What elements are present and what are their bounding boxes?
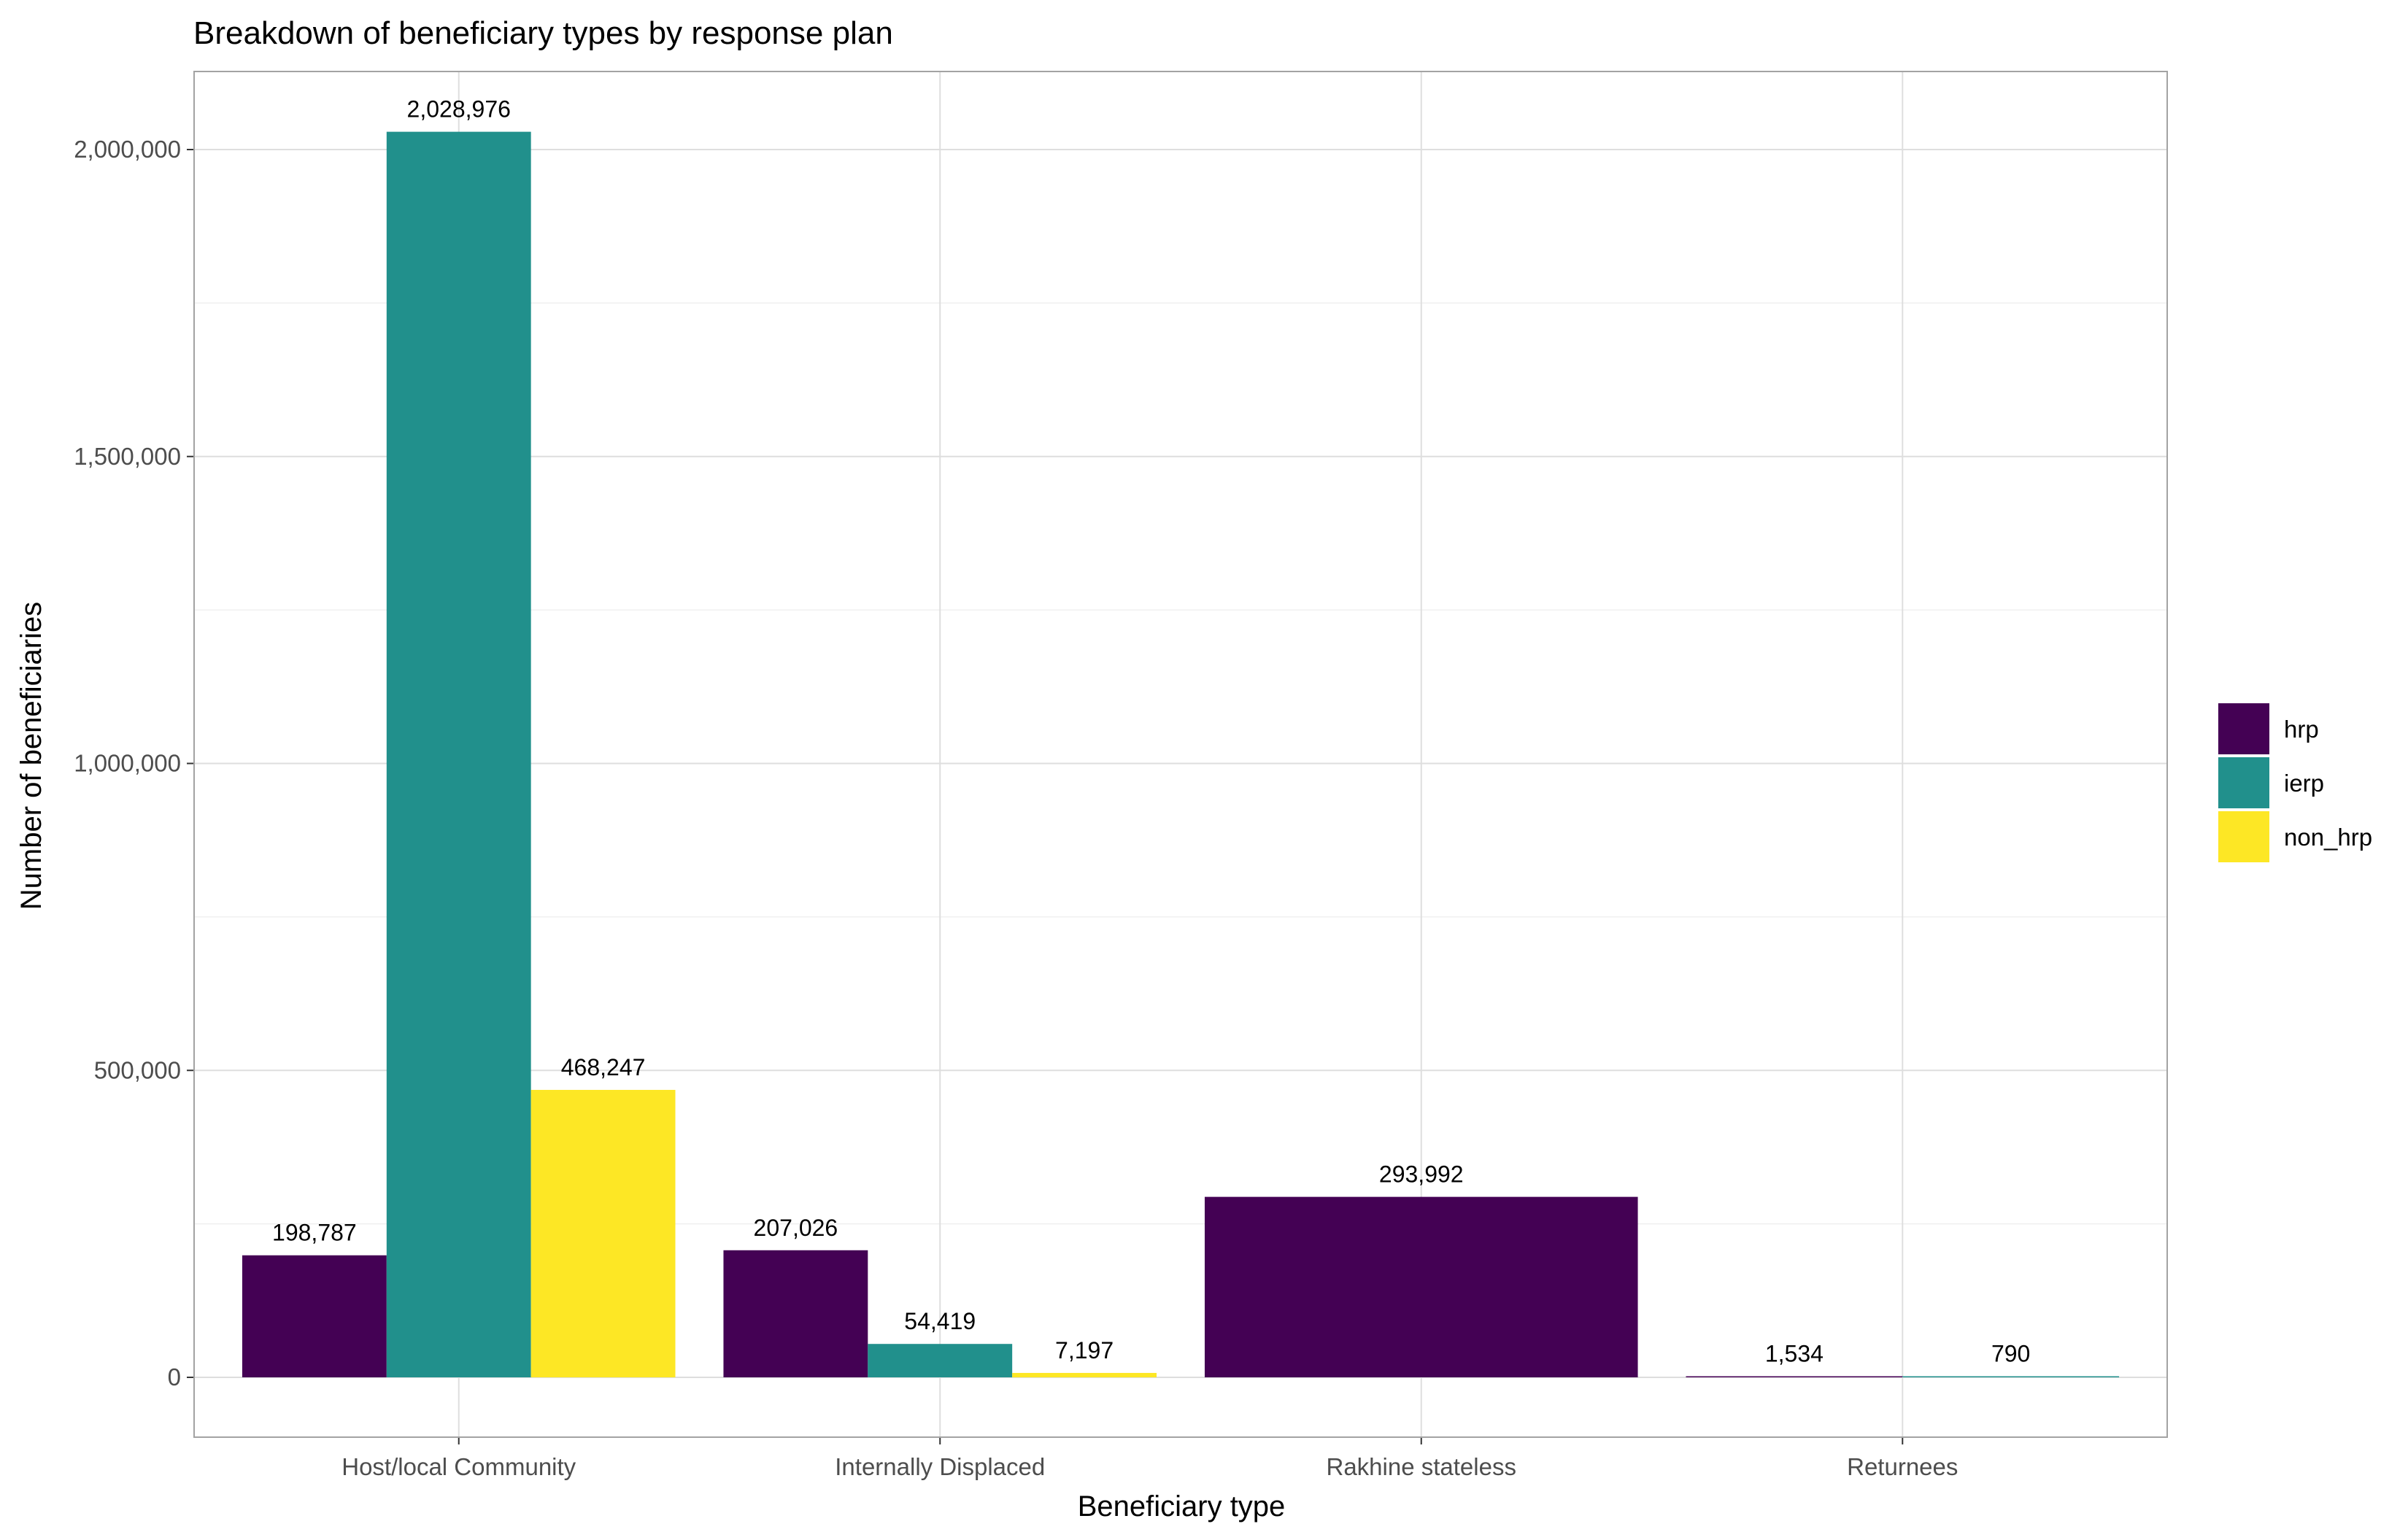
y-tick-label: 500,000: [94, 1056, 181, 1083]
bar-value-label: 7,197: [1055, 1337, 1114, 1363]
bar-hrp: [723, 1250, 868, 1377]
y-axis-title: Number of beneficiaries: [15, 602, 47, 910]
y-tick-label: 0: [168, 1363, 181, 1390]
bar-hrp: [1204, 1196, 1638, 1377]
legend-label: hrp: [2284, 716, 2319, 743]
y-axis-tick-labels: 0 500,000 1,000,000 1,500,000 2,000,000: [74, 136, 194, 1390]
bar-ierp: [868, 1344, 1013, 1377]
bar-non_hrp: [1012, 1372, 1157, 1377]
chart-title: Breakdown of beneficiary types by respon…: [193, 15, 893, 51]
y-tick-label: 1,000,000: [74, 750, 181, 777]
bar-value-label: 293,992: [1379, 1161, 1464, 1188]
x-tick-label: Returnees: [1847, 1453, 1958, 1480]
bar-hrp: [242, 1255, 387, 1377]
x-tick-label: Host/local Community: [341, 1453, 576, 1480]
panel-border: [193, 71, 2168, 1438]
legend-label: non_hrp: [2284, 824, 2372, 851]
y-tick-label: 1,500,000: [74, 443, 181, 470]
bar-non_hrp: [530, 1089, 676, 1377]
legend-key-ierp: [2218, 757, 2269, 808]
bar-value-label: 198,787: [272, 1220, 357, 1246]
bar-value-label: 1,534: [1765, 1341, 1824, 1367]
x-tick-label: Rakhine stateless: [1327, 1453, 1516, 1480]
bar-ierp: [1902, 1376, 2120, 1377]
y-tick-label: 2,000,000: [74, 136, 181, 163]
x-axis-tick-labels: Host/local Community Internally Displaced…: [341, 1437, 1958, 1480]
legend-key-non_hrp: [2218, 811, 2269, 862]
bars: 198,787 2,028,976 468,247 207,026 54,419 7,19…: [242, 96, 2120, 1377]
bar-value-label: 54,419: [904, 1308, 976, 1334]
bar-value-label: 468,247: [561, 1054, 646, 1080]
bar-value-label: 2,028,976: [407, 96, 511, 123]
legend: hrp ierp non_hrp: [2218, 703, 2372, 862]
x-axis-title: Beneficiary type: [1078, 1490, 1286, 1523]
bar-hrp: [1686, 1376, 1903, 1377]
bar-ierp: [386, 131, 531, 1377]
legend-key-hrp: [2218, 703, 2269, 754]
bar-value-label: 207,026: [754, 1215, 838, 1241]
bar-value-label: 790: [1991, 1341, 2030, 1367]
x-tick-label: Internally Displaced: [835, 1453, 1045, 1480]
legend-label: ierp: [2284, 770, 2324, 797]
